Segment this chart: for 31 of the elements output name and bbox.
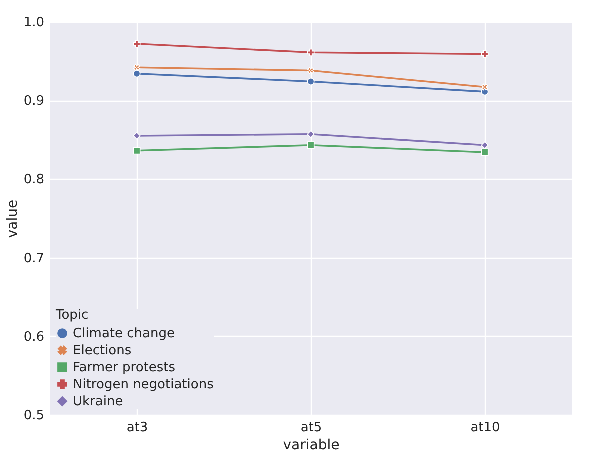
legend-label: Climate change xyxy=(73,326,176,342)
y-tick-label: 0.7 xyxy=(24,251,44,266)
point xyxy=(307,130,315,138)
legend-title: Topic xyxy=(55,308,89,323)
y-tick-label: 1.0 xyxy=(24,16,44,30)
point xyxy=(307,48,315,56)
x-tick-label: at5 xyxy=(300,420,322,436)
point xyxy=(133,147,141,155)
point xyxy=(133,40,141,48)
legend-label: Nitrogen negotiations xyxy=(73,378,214,392)
point xyxy=(482,84,488,91)
x-axis-title: variable xyxy=(283,438,340,454)
legend-label: Elections xyxy=(73,344,132,358)
point xyxy=(481,142,489,150)
point xyxy=(307,78,315,86)
point xyxy=(133,132,141,140)
point xyxy=(481,50,489,58)
legend-label: Ukraine xyxy=(73,394,124,410)
point xyxy=(134,64,140,72)
point xyxy=(133,70,141,78)
point xyxy=(308,67,314,74)
y-tick-label: 0.9 xyxy=(24,94,44,110)
x-tick-label: at3 xyxy=(126,420,148,436)
point xyxy=(307,142,315,150)
x-tick-label: at10 xyxy=(470,420,500,436)
legend-label: Farmer protests xyxy=(73,360,176,376)
y-axis-title: value xyxy=(4,200,21,238)
point xyxy=(481,148,489,156)
y-tick-label: 0.5 xyxy=(24,408,44,424)
y-tick-label: 0.6 xyxy=(24,330,44,345)
y-tick-label: 0.8 xyxy=(24,172,44,188)
